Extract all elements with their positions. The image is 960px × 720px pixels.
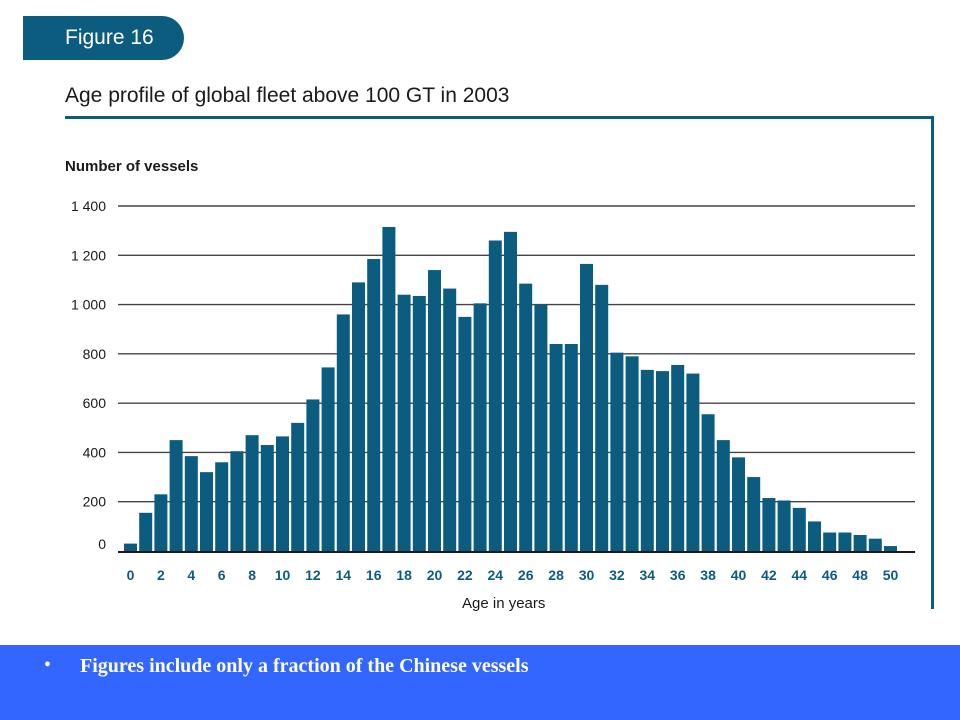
bar xyxy=(200,472,213,551)
x-axis-label: Age in years xyxy=(462,595,546,612)
bar xyxy=(473,303,487,551)
bar xyxy=(367,258,381,551)
x-tick-label: 44 xyxy=(792,567,808,583)
bar xyxy=(245,435,259,551)
bar xyxy=(625,356,639,551)
x-tick-label: 8 xyxy=(248,567,256,583)
bar xyxy=(139,512,153,551)
bar xyxy=(184,456,198,551)
y-tick-label: 1 000 xyxy=(71,297,106,313)
bar xyxy=(534,304,548,551)
bar xyxy=(853,534,867,551)
bar xyxy=(671,364,685,551)
x-tick-label: 34 xyxy=(640,567,656,583)
bullet-icon: • xyxy=(44,654,52,676)
bar xyxy=(382,226,396,552)
bar xyxy=(488,240,502,551)
x-tick-label: 12 xyxy=(305,567,321,583)
figure-label: Figure 16 xyxy=(23,16,184,60)
bar xyxy=(169,440,183,551)
x-tick-label: 2 xyxy=(157,567,165,583)
bar xyxy=(747,477,761,551)
bar xyxy=(808,521,821,551)
bar xyxy=(443,288,457,551)
bar xyxy=(124,543,137,551)
x-tick-label: 20 xyxy=(427,567,443,583)
bar xyxy=(823,532,837,551)
bar xyxy=(838,532,852,551)
bar xyxy=(276,436,289,551)
bar xyxy=(260,445,274,551)
bar xyxy=(549,344,563,551)
x-tick-label: 4 xyxy=(187,567,195,583)
x-tick-label: 14 xyxy=(336,567,352,583)
bar xyxy=(291,422,305,551)
x-tick-label: 38 xyxy=(700,567,716,583)
bar xyxy=(580,263,593,551)
x-tick-label: 28 xyxy=(548,567,564,583)
bar xyxy=(686,373,700,551)
bar xyxy=(154,494,168,551)
bar xyxy=(504,231,517,551)
bar xyxy=(215,462,229,551)
x-tick-label: 10 xyxy=(275,567,291,583)
x-tick-label: 40 xyxy=(731,567,747,583)
bar xyxy=(701,414,715,551)
y-tick-label: 400 xyxy=(83,444,107,460)
bar xyxy=(656,371,669,551)
y-tick-label: 1 200 xyxy=(71,247,106,263)
x-tick-label: 32 xyxy=(609,567,625,583)
x-tick-label: 16 xyxy=(366,567,382,583)
bar xyxy=(716,440,730,551)
x-tick-label: 30 xyxy=(579,567,595,583)
x-tick-label: 42 xyxy=(761,567,777,583)
bar xyxy=(458,316,472,551)
x-tick-label: 26 xyxy=(518,567,534,583)
bar xyxy=(762,498,776,551)
bar xyxy=(732,457,745,551)
bar xyxy=(336,314,350,551)
frame-right-rule xyxy=(931,116,934,609)
bar xyxy=(519,283,533,551)
y-tick-label: 200 xyxy=(83,494,107,510)
chart-title: Age profile of global fleet above 100 GT… xyxy=(65,84,510,107)
y-tick-label: 600 xyxy=(83,395,107,411)
bar xyxy=(640,369,654,551)
x-tick-label: 0 xyxy=(127,567,135,583)
x-tick-label: 24 xyxy=(488,567,504,583)
bar xyxy=(868,538,882,551)
footer-note: Figures include only a fraction of the C… xyxy=(80,655,529,677)
x-tick-label: 6 xyxy=(218,567,226,583)
bar xyxy=(352,282,365,551)
bar xyxy=(306,399,320,551)
bar xyxy=(428,270,441,551)
y-tick-label: 0 xyxy=(98,536,106,552)
title-rule xyxy=(65,116,934,119)
y-tick-label: 1 400 xyxy=(71,198,106,214)
y-axis-label: Number of vessels xyxy=(65,158,199,175)
y-tick-label: 800 xyxy=(83,346,107,362)
bar xyxy=(564,344,578,551)
x-tick-label: 50 xyxy=(883,567,899,583)
x-tick-label: 48 xyxy=(852,567,868,583)
bar xyxy=(321,367,335,551)
bar xyxy=(884,546,897,551)
bar xyxy=(412,295,426,551)
x-tick-label: 46 xyxy=(822,567,838,583)
x-tick-label: 22 xyxy=(457,567,473,583)
x-tick-label: 18 xyxy=(396,567,412,583)
bar xyxy=(610,352,624,551)
bar xyxy=(595,284,609,551)
bar xyxy=(397,294,411,551)
x-tick-label: 36 xyxy=(670,567,686,583)
footer-bar xyxy=(0,645,960,720)
bar xyxy=(777,500,791,551)
bar xyxy=(230,451,244,551)
bar xyxy=(792,507,806,551)
